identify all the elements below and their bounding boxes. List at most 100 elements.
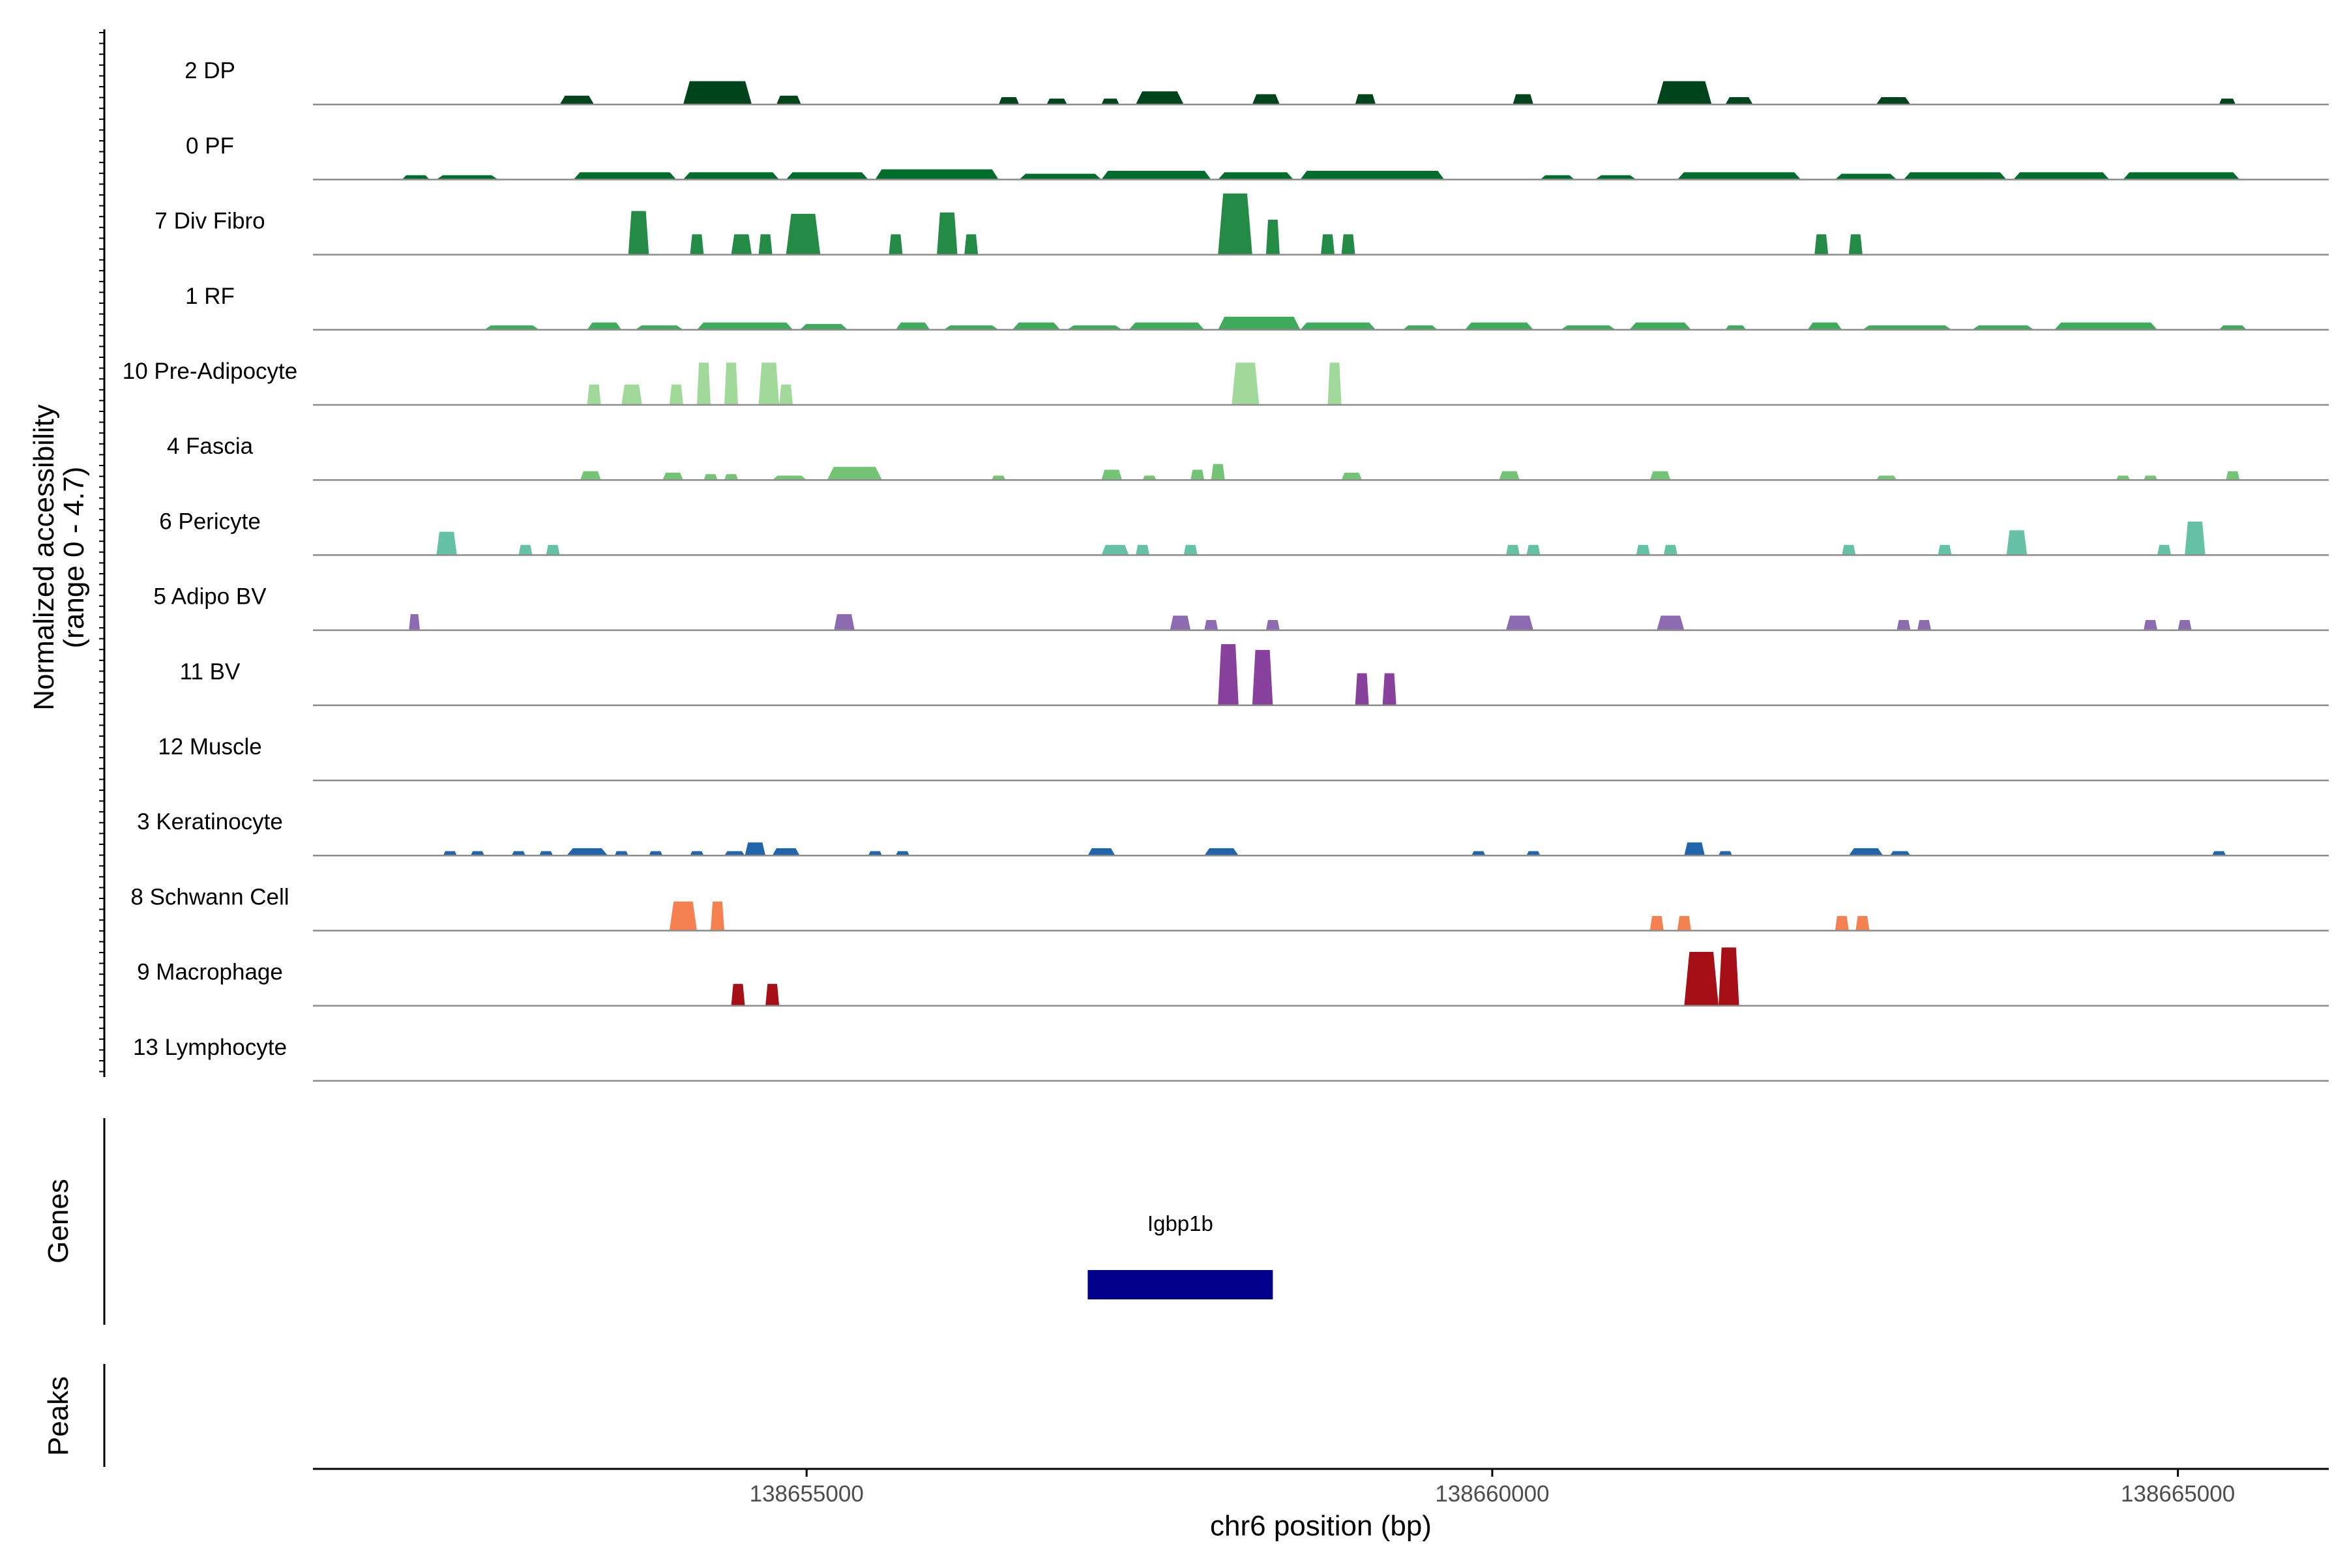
accessibility-peak (1218, 172, 1293, 180)
track-label: 5 Adipo BV (153, 584, 267, 610)
accessibility-peak (889, 234, 903, 255)
x-tick-label: 138665000 (2121, 1481, 2235, 1507)
accessibility-peak (1725, 97, 1753, 105)
accessibility-peak (1897, 619, 1911, 630)
accessibility-peak (731, 234, 752, 255)
accessibility-peak (546, 544, 560, 555)
track-label: 12 Muscle (158, 734, 262, 760)
accessibility-peak (511, 851, 526, 856)
accessibility-peak (2144, 619, 2158, 630)
accessibility-peak (2144, 475, 2158, 481)
accessibility-peak (2116, 475, 2131, 481)
x-tick-label: 138660000 (1435, 1481, 1549, 1507)
accessibility-peak (776, 95, 801, 105)
accessibility-peak (1321, 234, 1335, 255)
accessibility-peak (1903, 172, 2007, 180)
accessibility-peak (1403, 325, 1438, 330)
accessibility-peak (2006, 530, 2028, 555)
accessibility-peak (1218, 316, 1301, 330)
accessibility-peak (1101, 544, 1129, 555)
accessibility-peak (1087, 848, 1115, 856)
accessibility-peak (1807, 322, 1842, 330)
track-13: 9 Macrophage (137, 947, 2329, 1007)
accessibility-peak (1300, 322, 1376, 330)
accessibility-peak (669, 901, 697, 931)
accessibility-peak (2219, 98, 2236, 105)
accessibility-peak (402, 175, 430, 180)
accessibility-peak (799, 323, 848, 330)
accessibility-peak (1471, 851, 1486, 856)
gene-label: Igbp1b (1147, 1211, 1213, 1235)
accessibility-peak (649, 851, 663, 856)
accessibility-peak (1327, 362, 1342, 405)
accessibility-peak (895, 851, 909, 856)
accessibility-peak (943, 325, 999, 330)
accessibility-peak (518, 544, 533, 555)
y-axis-title-line2: (range 0 - 4.7) (58, 467, 90, 649)
track-12: 8 Schwann Cell (130, 884, 2329, 932)
accessibility-peak (1526, 851, 1541, 856)
accessibility-peak (1649, 916, 1664, 931)
accessibility-peak (1636, 544, 1650, 555)
accessibility-peak (436, 175, 498, 180)
accessibility-peak (587, 384, 601, 405)
accessibility-peak (1183, 544, 1198, 555)
genes-track: Igbp1b (1087, 1211, 1273, 1299)
accessibility-peak (1300, 170, 1445, 180)
accessibility-peak (1499, 471, 1520, 481)
track-7: 6 Pericyte (159, 509, 2329, 556)
accessibility-peak (1136, 544, 1150, 555)
accessibility-peak (1855, 916, 1870, 931)
accessibility-peak (834, 614, 855, 630)
accessibility-peak (827, 467, 882, 481)
accessibility-peak (1677, 916, 1691, 931)
track-2: 0 PF (186, 133, 2329, 181)
accessibility-peak (1657, 615, 1685, 630)
accessibility-peak (1355, 673, 1369, 705)
accessibility-peak (868, 851, 882, 856)
accessibility-peak (1252, 649, 1273, 705)
accessibility-peak (2185, 522, 2206, 555)
accessibility-peak (992, 475, 1006, 481)
accessibility-peak (1204, 619, 1218, 630)
track-label: 1 RF (185, 284, 235, 309)
accessibility-peak (559, 95, 595, 105)
accessibility-peak (1218, 643, 1239, 705)
accessibility-peak (580, 471, 601, 481)
accessibility-peak (635, 325, 683, 330)
track-4: 1 RF (185, 284, 2329, 331)
track-label: 3 Keratinocyte (137, 809, 283, 835)
track-label: 0 PF (186, 133, 234, 158)
track-label: 10 Pre-Adipocyte (123, 359, 297, 384)
accessibility-peak (1862, 325, 1952, 330)
accessibility-peak (779, 384, 793, 405)
accessibility-peak (1876, 475, 1897, 481)
accessibility-peak (875, 169, 999, 180)
accessibility-peak (1595, 175, 1636, 180)
accessibility-peak (1190, 469, 1205, 481)
accessibility-peak (484, 325, 540, 330)
accessibility-peak (1101, 170, 1211, 180)
track-label: 13 Lymphocyte (133, 1035, 287, 1060)
accessibility-peak (1265, 619, 1280, 630)
accessibility-peak (758, 234, 773, 255)
accessibility-peak (1814, 234, 1829, 255)
genes-track-title: Genes (42, 1179, 74, 1264)
x-axis-ticks: 138655000 138660000 138665000 (750, 1469, 2235, 1507)
track-label: 8 Schwann Cell (130, 884, 289, 910)
accessibility-peak (1170, 615, 1191, 630)
accessibility-peak (1265, 219, 1280, 255)
track-3: 7 Div Fibro (155, 193, 2329, 256)
accessibility-peak (1142, 475, 1157, 481)
track-6: 4 Fascia (167, 434, 2329, 481)
accessibility-peak (1046, 98, 1067, 105)
x-tick-label: 138655000 (750, 1481, 864, 1507)
track-9: 11 BV (180, 643, 2329, 707)
accessibility-peak (1917, 619, 1932, 630)
track-label: 4 Fascia (167, 434, 254, 459)
accessibility-peak (895, 322, 930, 330)
accessibility-peak (1067, 325, 1123, 330)
accessibility-peak (1341, 234, 1355, 255)
